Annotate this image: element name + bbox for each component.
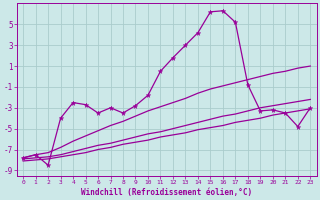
- X-axis label: Windchill (Refroidissement éolien,°C): Windchill (Refroidissement éolien,°C): [81, 188, 252, 197]
